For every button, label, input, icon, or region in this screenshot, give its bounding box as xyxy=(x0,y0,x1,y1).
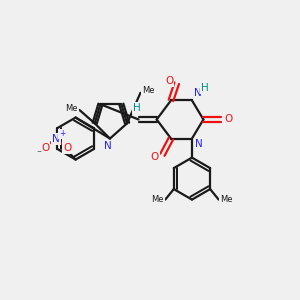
Text: O: O xyxy=(63,143,71,153)
Text: O: O xyxy=(151,152,159,162)
Text: O: O xyxy=(224,115,232,124)
Text: O: O xyxy=(165,76,173,86)
Text: Me: Me xyxy=(220,195,233,204)
Text: Me: Me xyxy=(142,86,154,95)
Text: Me: Me xyxy=(152,195,164,204)
Text: +: + xyxy=(59,129,65,138)
Text: N: N xyxy=(195,139,203,149)
Text: N: N xyxy=(194,88,202,98)
Text: N: N xyxy=(52,134,59,144)
Text: ⁻: ⁻ xyxy=(36,149,41,159)
Text: O: O xyxy=(41,143,49,153)
Text: Me: Me xyxy=(65,103,78,112)
Text: N: N xyxy=(104,141,112,151)
Text: H: H xyxy=(201,83,209,93)
Text: H: H xyxy=(133,103,140,113)
